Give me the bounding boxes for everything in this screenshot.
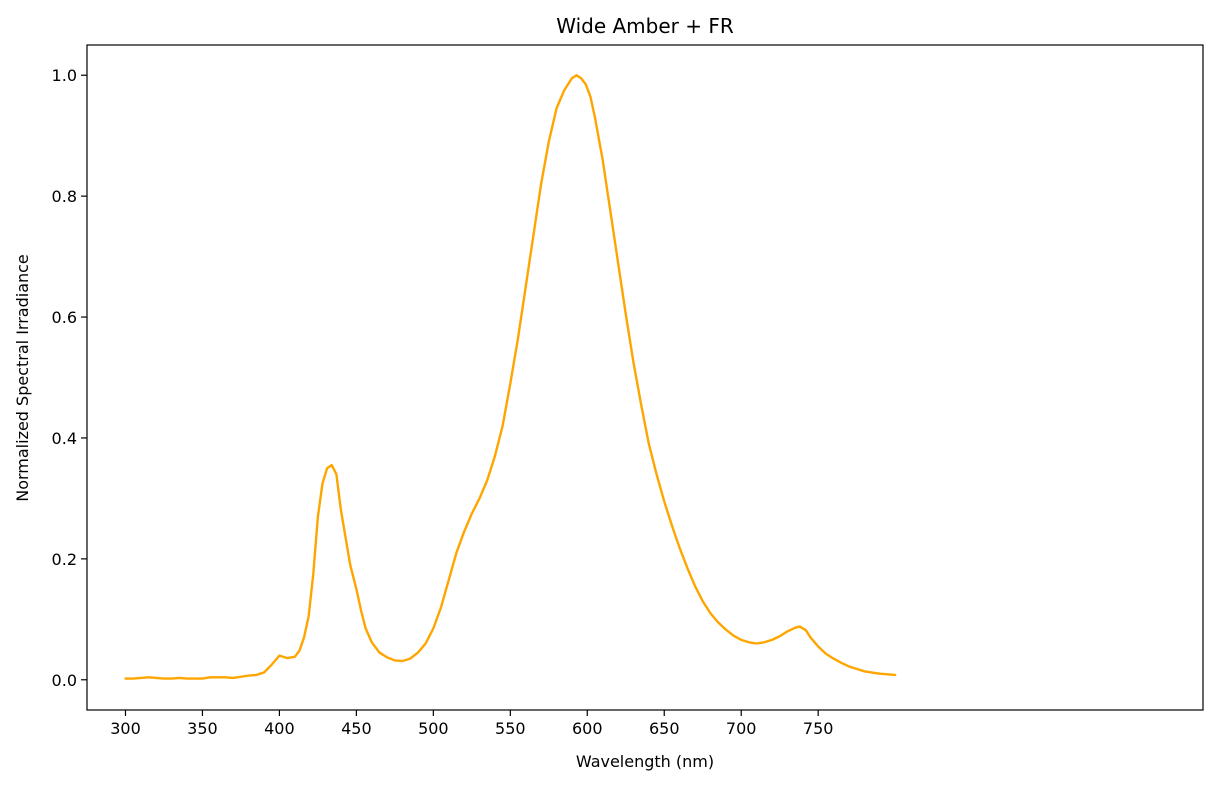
series-line-0 bbox=[124, 74, 897, 680]
y-tick-label: 0.6 bbox=[52, 308, 77, 327]
chart-title: Wide Amber + FR bbox=[556, 14, 734, 38]
x-tick-label: 400 bbox=[264, 719, 295, 738]
plot-frame bbox=[86, 44, 1204, 711]
x-tick-label: 750 bbox=[803, 719, 834, 738]
y-axis-label: Normalized Spectral Irradiance bbox=[13, 254, 32, 502]
y-axis-ticks: 0.0 0.2 0.4 0.6 0.8 1.0 bbox=[52, 66, 87, 690]
x-tick-label: 700 bbox=[726, 719, 757, 738]
x-tick-label: 500 bbox=[418, 719, 449, 738]
x-tick-label: 650 bbox=[649, 719, 680, 738]
x-axis-ticks: 300 350 400 450 500 550 600 650 700 750 bbox=[110, 710, 833, 738]
x-tick-label: 350 bbox=[187, 719, 218, 738]
y-tick-label: 0.8 bbox=[52, 187, 77, 206]
y-tick-label: 0.4 bbox=[52, 429, 77, 448]
y-tick-label: 0.0 bbox=[52, 671, 77, 690]
x-tick-label: 600 bbox=[572, 719, 603, 738]
x-tick-label: 300 bbox=[110, 719, 141, 738]
x-tick-label: 550 bbox=[495, 719, 526, 738]
y-tick-label: 0.2 bbox=[52, 550, 77, 569]
x-axis-label: Wavelength (nm) bbox=[576, 752, 714, 771]
x-tick-label: 450 bbox=[341, 719, 372, 738]
y-tick-label: 1.0 bbox=[52, 66, 77, 85]
plot-area bbox=[124, 74, 897, 680]
